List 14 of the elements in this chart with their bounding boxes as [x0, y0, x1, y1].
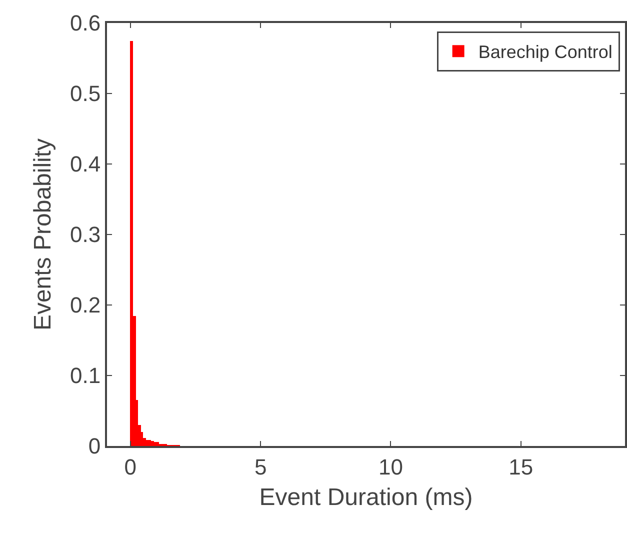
y-axis-title: Events Probability [30, 138, 57, 331]
x-tick-label: 0 [124, 454, 137, 480]
x-tick-label: 5 [254, 454, 267, 480]
x-tick-label: 10 [378, 454, 403, 480]
y-tick-label: 0.2 [70, 292, 101, 318]
y-tick-label: 0.1 [70, 363, 101, 388]
y-tick-label: 0.5 [70, 81, 101, 106]
x-axis-title: Event Duration (ms) [259, 484, 473, 512]
y-tick-label: 0.6 [70, 10, 101, 36]
y-tick-label: 0.4 [70, 152, 101, 177]
y-tick-label: 0.3 [70, 222, 101, 248]
x-tick-label: 15 [508, 454, 534, 480]
y-tick-label: 0 [88, 434, 101, 459]
legend-label: Barechip Control [478, 42, 612, 62]
